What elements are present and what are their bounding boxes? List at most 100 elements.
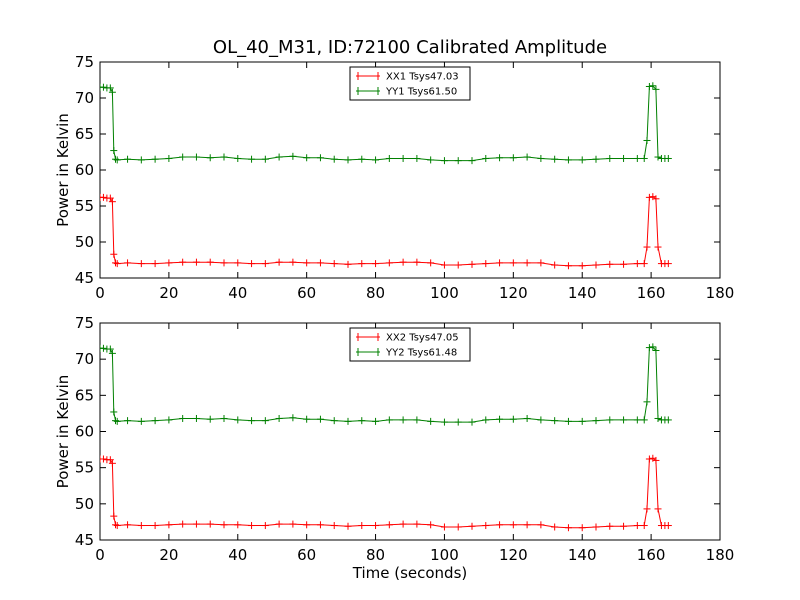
data-point bbox=[289, 152, 297, 160]
data-point bbox=[620, 154, 628, 162]
data-point bbox=[643, 136, 651, 144]
data-point bbox=[316, 415, 324, 423]
data-point bbox=[652, 85, 660, 93]
x-tick-label: 20 bbox=[159, 546, 178, 564]
data-point bbox=[564, 156, 572, 164]
data-point bbox=[606, 154, 614, 162]
data-point bbox=[234, 259, 242, 267]
data-point bbox=[664, 522, 672, 530]
data-point bbox=[564, 417, 572, 425]
data-point bbox=[482, 416, 490, 424]
data-point bbox=[620, 416, 628, 424]
legend-box bbox=[349, 66, 471, 101]
data-point bbox=[643, 398, 651, 406]
data-point bbox=[330, 522, 338, 530]
chart-panel-1: 0 20 40 60 80 100 120 140 160 180 45 50 55 60 65 70 75 Po… bbox=[54, 53, 734, 302]
data-point bbox=[454, 523, 462, 531]
x-tick-label: 160 bbox=[637, 546, 666, 564]
data-point bbox=[468, 522, 476, 530]
data-point bbox=[110, 147, 118, 155]
data-point bbox=[275, 258, 283, 266]
x-tick-label: 40 bbox=[228, 546, 247, 564]
data-point bbox=[372, 156, 380, 164]
data-point bbox=[344, 417, 352, 425]
data-point bbox=[606, 416, 614, 424]
data-point bbox=[220, 521, 228, 529]
data-point bbox=[592, 417, 600, 425]
data-point bbox=[113, 417, 121, 425]
y-tick-label: 70 bbox=[75, 350, 94, 368]
legend: XX1 Tsys47.03 YY1 Tsys61.50 bbox=[349, 66, 471, 101]
legend-label: YY2 Tsys61.48 bbox=[385, 348, 457, 359]
x-tick-label: 180 bbox=[706, 284, 735, 302]
data-point bbox=[645, 82, 653, 90]
data-point bbox=[564, 262, 572, 270]
series-group-2 bbox=[100, 82, 672, 165]
data-point bbox=[234, 154, 242, 162]
y-tick-label: 70 bbox=[75, 89, 94, 107]
y-axis-label: Power in Kelvin bbox=[54, 375, 72, 489]
data-point bbox=[523, 521, 531, 529]
data-point bbox=[633, 416, 641, 424]
data-point bbox=[303, 415, 311, 423]
data-point bbox=[578, 156, 586, 164]
data-point bbox=[385, 416, 393, 424]
data-point bbox=[640, 154, 648, 162]
data-point bbox=[112, 259, 119, 267]
data-point bbox=[206, 154, 214, 162]
data-point bbox=[358, 155, 366, 163]
figure-title: OL_40_M31, ID:72100 Calibrated Amplitude bbox=[213, 37, 607, 58]
x-tick-label: 100 bbox=[430, 284, 459, 302]
data-point bbox=[385, 521, 393, 529]
data-point bbox=[234, 416, 242, 424]
data-point bbox=[427, 521, 435, 529]
data-point bbox=[652, 456, 660, 464]
data-point bbox=[523, 259, 531, 267]
data-point bbox=[654, 505, 662, 513]
data-point bbox=[248, 155, 256, 163]
data-point bbox=[654, 243, 662, 251]
data-point bbox=[606, 522, 614, 530]
data-point bbox=[385, 154, 393, 162]
data-point bbox=[649, 343, 657, 351]
data-point bbox=[113, 156, 121, 164]
data-point bbox=[649, 82, 657, 90]
data-point bbox=[112, 155, 119, 163]
x-tick-label: 80 bbox=[366, 284, 385, 302]
data-point bbox=[275, 153, 283, 161]
data-point bbox=[261, 155, 269, 163]
data-point bbox=[100, 455, 107, 463]
data-point bbox=[523, 414, 531, 422]
data-point bbox=[344, 260, 352, 268]
data-point bbox=[537, 259, 545, 267]
data-point bbox=[110, 250, 118, 258]
data-point bbox=[564, 524, 572, 532]
x-tick-label: 80 bbox=[366, 546, 385, 564]
legend-entry: YY1 Tsys61.50 bbox=[356, 87, 457, 98]
data-point bbox=[664, 154, 672, 162]
data-point bbox=[137, 260, 145, 268]
data-point bbox=[440, 157, 448, 165]
data-point bbox=[124, 417, 132, 425]
data-point bbox=[509, 521, 517, 529]
y-tick-label: 55 bbox=[75, 459, 94, 477]
data-point bbox=[482, 260, 490, 268]
x-tick-label: 140 bbox=[568, 546, 597, 564]
data-point bbox=[275, 520, 283, 528]
data-point bbox=[124, 521, 132, 529]
data-point bbox=[108, 198, 116, 206]
data-point bbox=[179, 258, 187, 266]
legend-box bbox=[349, 327, 471, 362]
data-point bbox=[151, 260, 159, 268]
data-point bbox=[440, 261, 448, 269]
data-point bbox=[551, 417, 559, 425]
data-point bbox=[440, 523, 448, 531]
data-point bbox=[664, 260, 672, 268]
data-point bbox=[578, 524, 586, 532]
data-point bbox=[537, 416, 545, 424]
data-point bbox=[372, 522, 380, 530]
data-point bbox=[275, 414, 283, 422]
data-point bbox=[220, 259, 228, 267]
data-point bbox=[654, 153, 662, 161]
